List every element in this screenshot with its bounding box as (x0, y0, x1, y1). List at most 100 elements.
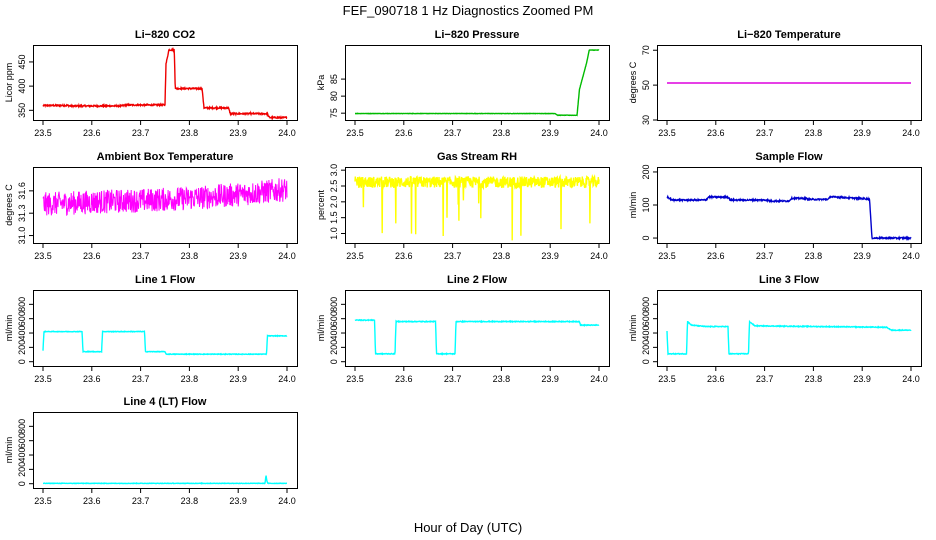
x-tick-label-box_temp: 23.9 (229, 251, 247, 261)
x-tick-label-pressure: 23.6 (395, 128, 413, 138)
y-tick-label-line2: 400 (329, 326, 339, 341)
y-tick-label-line4: 800 (17, 419, 27, 434)
x-tick-label-line2: 24.0 (590, 374, 608, 384)
x-tick-label-pressure: 24.0 (590, 128, 608, 138)
y-tick-label-line4: 600 (17, 433, 27, 448)
y-tick-label-line2: 200 (329, 340, 339, 355)
panel-temperature: Li−820 Temperature degrees C 23.5 23.6 23.7 2… (628, 29, 922, 138)
x-tick-label-line4: 23.9 (229, 496, 247, 506)
y-tick-label-box_temp: 31.0 (17, 227, 27, 245)
x-tick-label-line3: 23.7 (756, 374, 774, 384)
panel-pressure: Li−820 Pressure kPa 23.5 23.6 23.7 23.8 23.9 24… (316, 29, 610, 138)
y-tick-label-line2: 800 (329, 297, 339, 312)
y-tick-label-line4: 0 (17, 481, 27, 486)
x-tick-label-sample_flow: 23.9 (853, 251, 871, 261)
panel-title-sample_flow: Sample Flow (755, 151, 823, 163)
x-tick-label-temperature: 24.0 (902, 128, 920, 138)
series-line-line2-0 (354, 318, 600, 356)
x-tick-label-box_temp: 23.7 (132, 251, 150, 261)
plot-frame-sample_flow (657, 167, 922, 244)
x-tick-label-line1: 24.0 (278, 374, 296, 384)
panel-rh: Gas Stream RH percent 23.5 23.6 23.7 23.8 23.9… (316, 151, 610, 261)
y-tick-label-line2: 600 (329, 311, 339, 326)
y-tick-label-line1: 0 (17, 359, 27, 364)
y-axis-label-temperature: degrees C (628, 61, 638, 103)
y-tick-label-co2: 450 (17, 54, 27, 69)
y-tick-label-rh: 3.0 (329, 164, 339, 177)
y-tick-label-temperature: 70 (641, 45, 651, 55)
x-tick-label-box_temp: 23.5 (34, 251, 52, 261)
plot-frame-pressure (345, 45, 610, 121)
panel-title-temperature: Li−820 Temperature (737, 29, 840, 41)
x-tick-label-co2: 23.6 (83, 128, 101, 138)
y-tick-label-temperature: 30 (641, 115, 651, 125)
y-axis-label-line2: ml/min (316, 315, 326, 342)
x-tick-label-line3: 23.9 (853, 374, 871, 384)
x-tick-label-pressure: 23.8 (493, 128, 511, 138)
y-tick-label-rh: 2.5 (329, 180, 339, 193)
x-tick-label-line2: 23.7 (444, 374, 462, 384)
x-tick-label-line1: 23.8 (181, 374, 199, 384)
x-tick-label-sample_flow: 23.6 (707, 251, 725, 261)
x-tick-label-rh: 23.6 (395, 251, 413, 261)
panel-line2: Line 2 Flow ml/min 23.5 23.6 23.7 23.8 23.9 24.… (316, 274, 610, 384)
x-tick-label-temperature: 23.8 (805, 128, 823, 138)
x-tick-label-rh: 24.0 (590, 251, 608, 261)
y-tick-label-line1: 600 (17, 311, 27, 326)
x-tick-label-pressure: 23.7 (444, 128, 462, 138)
plot-frame-rh (345, 167, 610, 244)
x-tick-label-temperature: 23.6 (707, 128, 725, 138)
y-tick-label-pressure: 75 (329, 108, 339, 118)
panel-title-line4: Line 4 (LT) Flow (124, 396, 207, 408)
y-tick-label-sample_flow: 200 (641, 164, 651, 179)
x-tick-label-sample_flow: 23.5 (658, 251, 676, 261)
y-tick-label-line3: 800 (641, 297, 651, 312)
y-tick-label-line3: 400 (641, 326, 651, 341)
panel-title-box_temp: Ambient Box Temperature (97, 151, 234, 163)
y-axis-label-line3: ml/min (628, 315, 638, 342)
x-tick-label-rh: 23.5 (346, 251, 364, 261)
x-tick-label-line2: 23.6 (395, 374, 413, 384)
plot-frame-line3 (657, 290, 922, 367)
panel-title-line1: Line 1 Flow (135, 274, 195, 286)
figure-title: FEF_090718 1 Hz Diagnostics Zoomed PM (343, 3, 594, 18)
x-tick-label-rh: 23.7 (444, 251, 462, 261)
y-tick-label-pressure: 85 (329, 74, 339, 84)
y-tick-label-line3: 600 (641, 311, 651, 326)
plot-frame-line4 (33, 412, 298, 489)
panel-co2: Li−820 CO2 Licor ppm 23.5 23.6 23.7 23.8 23.9 2… (4, 29, 298, 138)
panel-line1: Line 1 Flow ml/min 23.5 23.6 23.7 23.8 23.9 24.… (4, 274, 298, 384)
series-line-co2-0 (42, 47, 288, 120)
y-axis-label-line1: ml/min (4, 315, 14, 342)
series-line-rh-0 (354, 173, 600, 241)
panel-title-line3: Line 3 Flow (759, 274, 819, 286)
x-tick-label-box_temp: 24.0 (278, 251, 296, 261)
panel-title-pressure: Li−820 Pressure (435, 29, 520, 41)
y-tick-label-rh: 1.0 (329, 227, 339, 240)
x-tick-label-rh: 23.9 (541, 251, 559, 261)
x-tick-label-line4: 23.8 (181, 496, 199, 506)
y-tick-label-line3: 0 (641, 359, 651, 364)
x-tick-label-co2: 23.8 (181, 128, 199, 138)
y-axis-label-box_temp: degrees C (4, 184, 14, 226)
x-tick-label-sample_flow: 23.8 (805, 251, 823, 261)
x-tick-label-line2: 23.8 (493, 374, 511, 384)
x-tick-label-line4: 23.6 (83, 496, 101, 506)
x-tick-label-sample_flow: 23.7 (756, 251, 774, 261)
series-line-line4-0 (43, 475, 287, 485)
plot-frame-box_temp (33, 167, 298, 244)
y-tick-label-line4: 200 (17, 462, 27, 477)
y-tick-label-line1: 800 (17, 297, 27, 312)
plot-frame-temperature (657, 45, 922, 121)
panels-group: Li−820 CO2 Licor ppm 23.5 23.6 23.7 23.8 23.9 2… (4, 29, 922, 506)
figure-x-axis-label: Hour of Day (UTC) (414, 520, 522, 535)
y-tick-label-box_temp: 31.6 (17, 182, 27, 200)
plot-frame-co2 (33, 45, 298, 121)
panel-title-line2: Line 2 Flow (447, 274, 507, 286)
y-tick-label-co2: 400 (17, 79, 27, 94)
y-tick-label-temperature: 50 (641, 80, 651, 90)
y-tick-label-box_temp: 31.3 (17, 204, 27, 222)
x-tick-label-line1: 23.5 (34, 374, 52, 384)
x-tick-label-line2: 23.9 (541, 374, 559, 384)
y-tick-label-sample_flow: 0 (641, 236, 651, 241)
